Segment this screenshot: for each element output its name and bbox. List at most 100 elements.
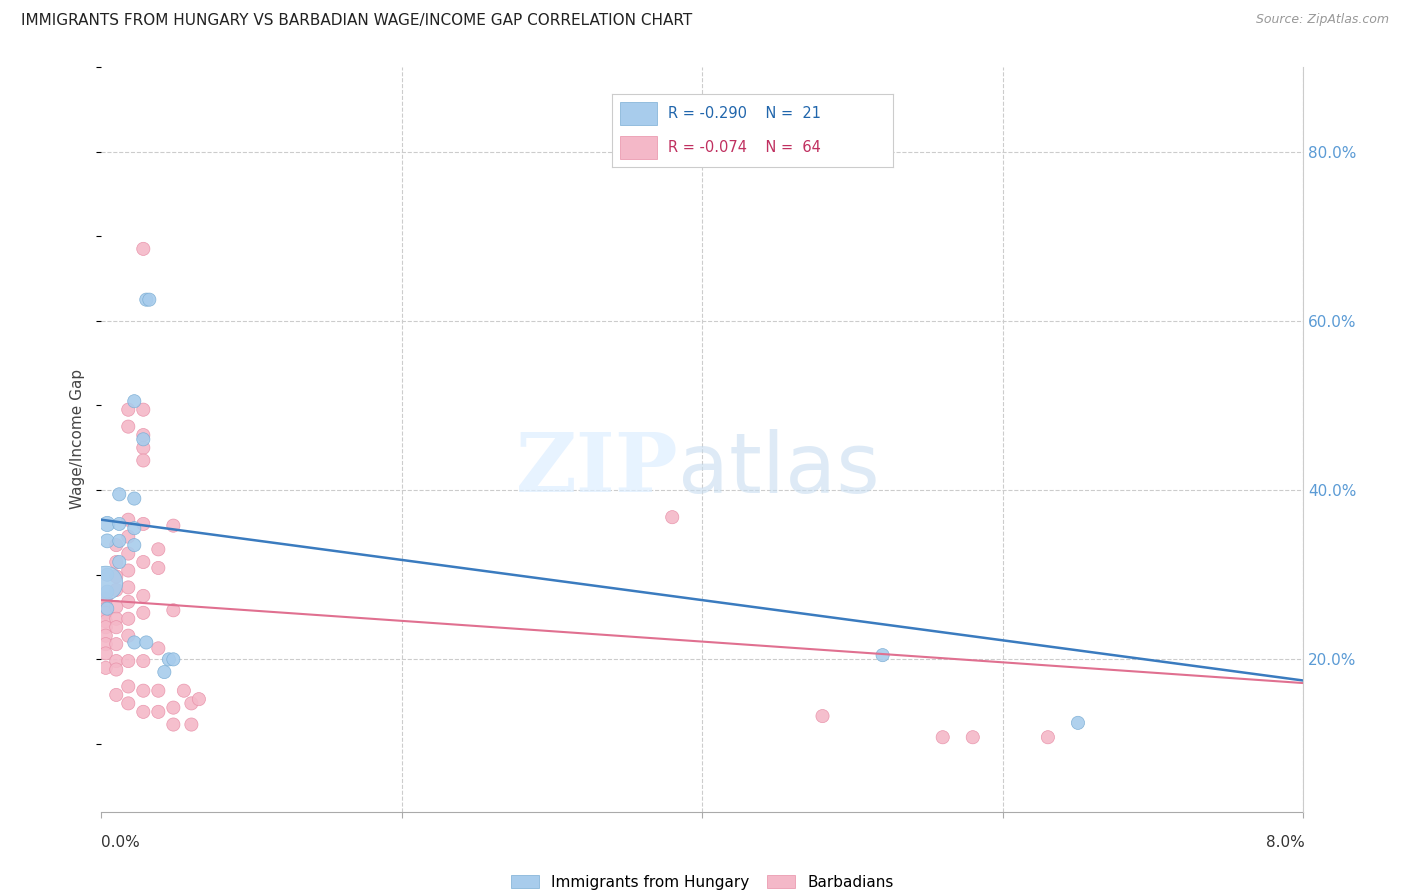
- Point: [105, 582, 128, 597]
- Point: [124, 491, 146, 506]
- Point: [96, 567, 118, 582]
- Bar: [620, 136, 657, 160]
- Point: [117, 697, 139, 711]
- Point: [962, 730, 984, 744]
- Point: [153, 665, 176, 679]
- Point: [117, 629, 139, 643]
- Point: [162, 652, 184, 666]
- Point: [96, 584, 118, 599]
- Point: [96, 601, 118, 615]
- Point: [124, 538, 146, 552]
- Point: [932, 730, 955, 744]
- Text: R = -0.290    N =  21: R = -0.290 N = 21: [668, 106, 821, 121]
- Point: [117, 513, 139, 527]
- Point: [132, 555, 155, 569]
- Point: [94, 601, 117, 615]
- Point: [132, 432, 155, 446]
- Point: [132, 606, 155, 620]
- Point: [96, 533, 118, 548]
- Text: 0.0%: 0.0%: [101, 836, 141, 850]
- Point: [94, 647, 117, 661]
- Point: [94, 615, 117, 629]
- Point: [180, 717, 202, 731]
- Y-axis label: Wage/Income Gap: Wage/Income Gap: [70, 369, 86, 509]
- Point: [105, 620, 128, 634]
- Point: [148, 705, 170, 719]
- Point: [108, 487, 131, 501]
- Point: [117, 595, 139, 609]
- Point: [162, 518, 184, 533]
- Point: [117, 564, 139, 578]
- Point: [94, 576, 117, 591]
- Point: [132, 683, 155, 698]
- Point: [105, 538, 128, 552]
- Point: [811, 709, 834, 723]
- Point: [117, 654, 139, 668]
- Point: [132, 441, 155, 455]
- Point: [180, 697, 202, 711]
- Point: [108, 516, 131, 531]
- Point: [135, 635, 157, 649]
- Point: [105, 599, 128, 614]
- Point: [157, 652, 180, 666]
- Point: [148, 561, 170, 575]
- Point: [148, 641, 170, 656]
- Point: [132, 589, 155, 603]
- Point: [108, 533, 131, 548]
- Point: [661, 510, 683, 524]
- Point: [124, 635, 146, 649]
- Point: [132, 453, 155, 467]
- Point: [94, 591, 117, 606]
- Point: [117, 581, 139, 595]
- Point: [105, 654, 128, 668]
- Point: [138, 293, 160, 307]
- Point: [105, 612, 128, 626]
- Point: [148, 542, 170, 557]
- Point: [132, 402, 155, 417]
- Point: [132, 242, 155, 256]
- Point: [173, 683, 195, 698]
- Point: [105, 637, 128, 651]
- Point: [94, 629, 117, 643]
- Point: [94, 661, 117, 675]
- Text: ZIP: ZIP: [516, 429, 678, 509]
- Point: [117, 402, 139, 417]
- Point: [162, 700, 184, 714]
- Point: [132, 428, 155, 442]
- Point: [1036, 730, 1059, 744]
- Point: [162, 717, 184, 731]
- Point: [187, 692, 209, 706]
- Point: [1067, 715, 1090, 730]
- Point: [872, 648, 894, 662]
- Point: [108, 555, 131, 569]
- Point: [105, 688, 128, 702]
- Point: [132, 516, 155, 531]
- Point: [96, 516, 118, 531]
- Text: R = -0.074    N =  64: R = -0.074 N = 64: [668, 140, 821, 155]
- Point: [148, 683, 170, 698]
- Point: [124, 394, 146, 409]
- Point: [135, 293, 157, 307]
- Point: [124, 521, 146, 535]
- Point: [132, 654, 155, 668]
- Point: [117, 680, 139, 694]
- Point: [117, 612, 139, 626]
- Point: [117, 419, 139, 434]
- Point: [117, 547, 139, 561]
- Point: [132, 705, 155, 719]
- Text: 8.0%: 8.0%: [1265, 836, 1305, 850]
- Legend: Immigrants from Hungary, Barbadians: Immigrants from Hungary, Barbadians: [512, 875, 893, 889]
- Text: atlas: atlas: [678, 428, 880, 509]
- Point: [94, 620, 117, 634]
- Point: [105, 569, 128, 583]
- Point: [94, 606, 117, 620]
- Point: [94, 596, 117, 610]
- Bar: [620, 102, 657, 125]
- Point: [162, 603, 184, 617]
- Text: IMMIGRANTS FROM HUNGARY VS BARBADIAN WAGE/INCOME GAP CORRELATION CHART: IMMIGRANTS FROM HUNGARY VS BARBADIAN WAG…: [21, 13, 692, 29]
- Point: [105, 555, 128, 569]
- Point: [117, 530, 139, 544]
- Point: [105, 663, 128, 677]
- Text: Source: ZipAtlas.com: Source: ZipAtlas.com: [1256, 13, 1389, 27]
- Point: [94, 637, 117, 651]
